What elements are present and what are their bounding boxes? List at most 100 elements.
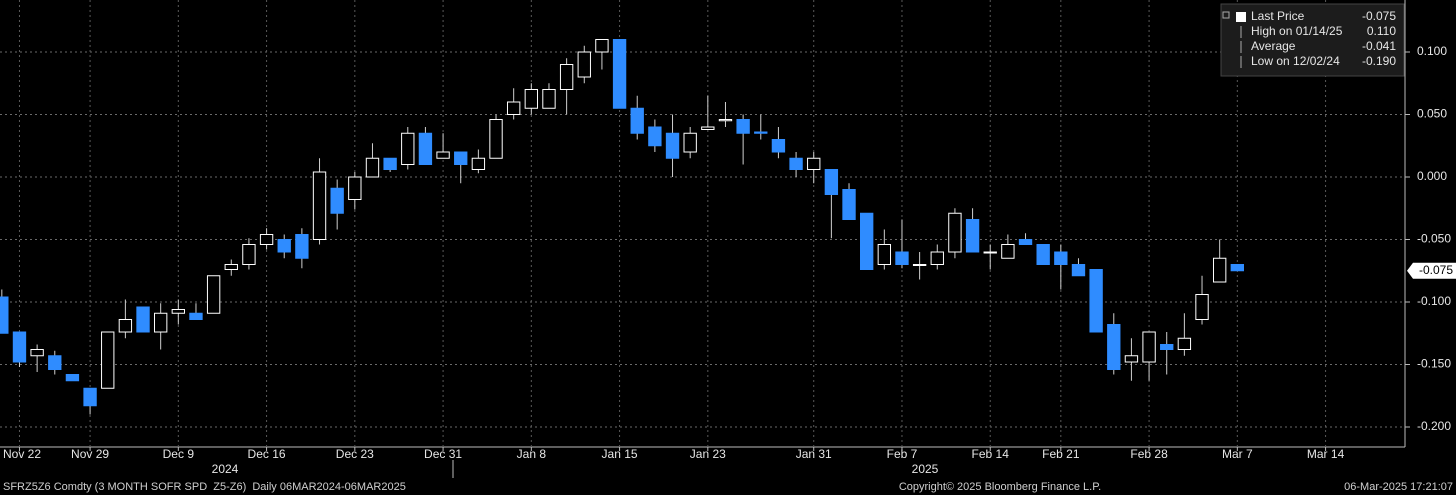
candle-body — [277, 239, 291, 253]
x-tick-label: Mar 14 — [1307, 447, 1345, 461]
candle-body — [1071, 264, 1086, 277]
candle-body — [1177, 337, 1192, 350]
y-tick-label: -0.100 — [1417, 294, 1451, 308]
candle-body — [807, 157, 821, 170]
candle-body — [542, 89, 556, 109]
candle-body — [242, 244, 256, 265]
x-tick-label: Feb 28 — [1130, 447, 1168, 461]
x-tick-label: Feb 7 — [887, 447, 918, 461]
candle-body — [1160, 344, 1174, 350]
candle-body — [348, 176, 362, 200]
candle-body — [118, 319, 133, 333]
candle-body — [12, 331, 27, 363]
candle-body — [418, 132, 433, 165]
candle-body — [189, 312, 203, 320]
candle-body — [471, 157, 486, 170]
x-tick-label: Dec 31 — [424, 447, 462, 461]
footer-copyright: Copyright© 2025 Bloomberg Finance L.P. — [899, 481, 1101, 493]
legend-value: -0.190 — [1362, 54, 1396, 68]
candle-body — [842, 189, 856, 220]
candle-body — [559, 64, 574, 90]
candle-body — [983, 251, 997, 254]
candle-body — [1212, 257, 1227, 283]
candle-body — [789, 157, 803, 170]
candle-body — [1107, 324, 1121, 370]
y-tick-label: -0.200 — [1417, 419, 1451, 433]
candle-body — [136, 306, 150, 333]
y-tick-label: -0.150 — [1417, 357, 1451, 371]
legend-swatch — [1236, 12, 1246, 22]
legend-value: -0.075 — [1362, 9, 1396, 23]
legend-box — [1220, 3, 1405, 77]
candle-body — [771, 139, 786, 153]
legend-name: Average — [1251, 39, 1296, 53]
candle-body — [224, 264, 238, 270]
y-tick-label: 0.050 — [1417, 107, 1447, 121]
year-label: 2024 — [212, 462, 239, 476]
candle-body — [736, 119, 750, 134]
candle-body — [1124, 355, 1139, 363]
last-price-label: -0.075 — [1419, 263, 1453, 277]
candle-body — [83, 387, 97, 407]
candle-body — [1001, 244, 1015, 259]
candle-body — [295, 234, 309, 259]
footer-timestamp: 06-Mar-2025 17:21:07 — [1344, 481, 1453, 493]
x-tick-label: Dec 23 — [336, 447, 374, 461]
x-tick-label: Nov 29 — [71, 447, 109, 461]
candle-body — [1089, 269, 1103, 333]
candle-body — [1142, 331, 1156, 363]
candle-body — [489, 119, 503, 159]
y-tick-label: -0.050 — [1417, 232, 1451, 246]
candle-body — [454, 151, 468, 165]
x-tick-label: Jan 23 — [690, 447, 726, 461]
x-tick-label: Feb 14 — [972, 447, 1010, 461]
x-tick-label: Jan 15 — [602, 447, 638, 461]
candle-body — [701, 126, 715, 130]
x-tick-label: Jan 8 — [517, 447, 547, 461]
year-label: 2025 — [912, 462, 939, 476]
legend-marker — [1222, 11, 1230, 19]
candle-body — [630, 107, 644, 134]
candle-body — [312, 171, 327, 240]
candle-body — [648, 126, 662, 147]
candle-body — [506, 101, 521, 115]
candle-body — [595, 39, 609, 53]
candle-body — [683, 132, 697, 153]
candle-body — [383, 157, 397, 170]
candle-body — [365, 157, 380, 178]
candle-body — [1195, 294, 1209, 320]
candle-body — [259, 234, 274, 245]
candle-body — [824, 169, 839, 195]
candle-body — [859, 212, 874, 270]
candle-body — [0, 296, 9, 334]
candle-body — [65, 374, 80, 382]
x-tick-label: Mar 7 — [1222, 447, 1253, 461]
y-tick-label: 0.100 — [1417, 44, 1447, 58]
candle-body — [524, 89, 539, 109]
candle-body — [171, 309, 186, 314]
candle-body — [612, 39, 627, 109]
candle-body — [1054, 251, 1068, 265]
legend-value: 0.110 — [1367, 24, 1396, 38]
last-price-tag — [1407, 262, 1456, 279]
legend-value: -0.041 — [1362, 39, 1396, 53]
candle-body — [665, 132, 680, 159]
candle-body — [1018, 239, 1033, 245]
candle-body — [1036, 244, 1050, 265]
candle-body — [718, 119, 733, 122]
candle-body — [206, 275, 221, 314]
legend: Last Price -0.075 High on 01/14/25 0.110 Ave… — [1220, 3, 1405, 77]
y-tick-label: 0.000 — [1417, 169, 1447, 183]
candle-body — [1230, 264, 1245, 272]
candle-body — [877, 244, 892, 265]
candle-body — [153, 312, 168, 333]
candle-body — [754, 131, 768, 134]
candle-body — [436, 151, 450, 159]
legend-name: High on 01/14/25 — [1251, 24, 1343, 38]
x-tick-label: Jan 31 — [796, 447, 832, 461]
candle-body — [30, 349, 44, 357]
candle-body — [930, 251, 944, 265]
legend-name: Low on 12/02/24 — [1251, 54, 1340, 68]
